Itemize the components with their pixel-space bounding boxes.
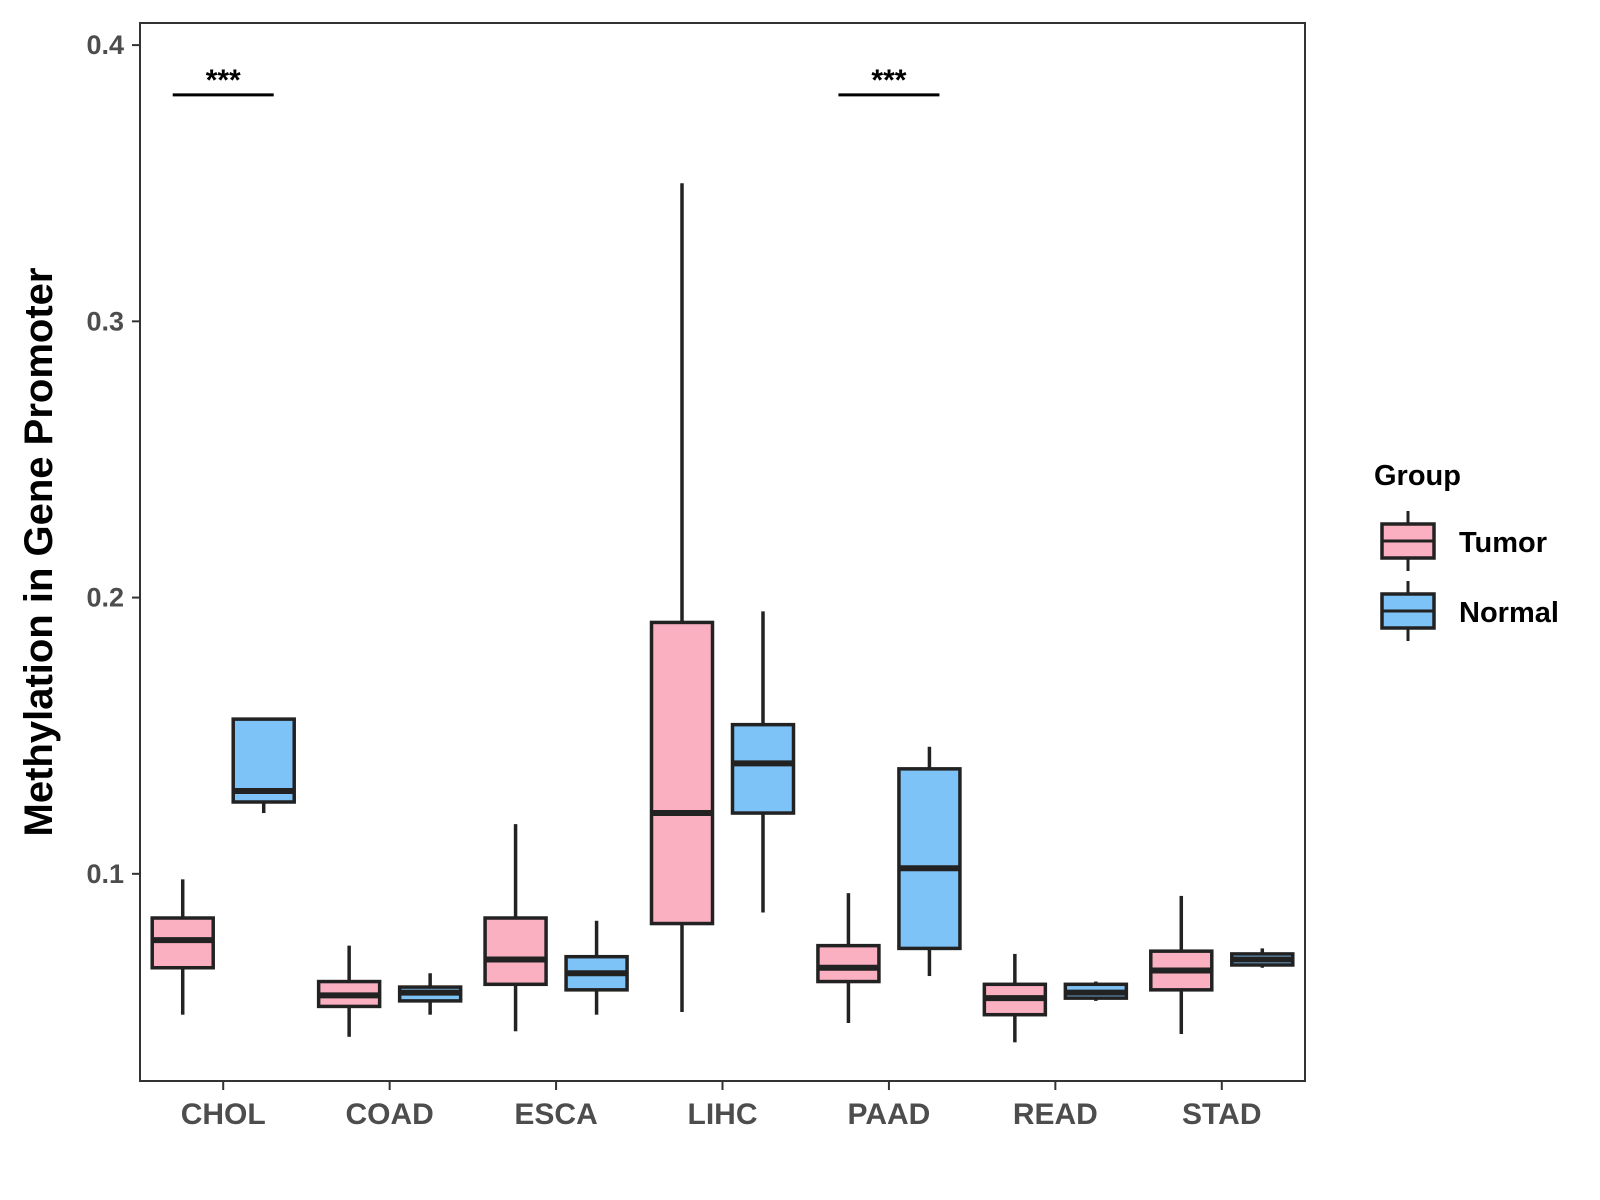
x-tick-label: READ [1013,1098,1098,1131]
legend-item-tumor: Tumor [1380,511,1547,571]
x-tick-label: ESCA [514,1098,597,1131]
plot-panel [139,22,1306,1082]
box-body [897,767,962,951]
box-tumor-esca [483,824,548,1032]
box-tumor-stad [1149,895,1214,1035]
box-body [649,620,715,926]
box-tumor-paad [816,893,881,1023]
y-axis: 0.1 0.2 0.3 0.4 [86,30,140,889]
legend-label: Tumor [1459,527,1547,559]
x-tick-label: COAD [345,1098,433,1131]
box-body [816,943,881,984]
x-tick-label: CHOL [181,1098,266,1131]
x-axis: CHOL COAD ESCA LIHC PAAD READ STAD [181,1081,1262,1131]
legend-item-normal: Normal [1380,581,1559,641]
y-tick-label: 0.2 [86,583,124,613]
y-tick-label: 0.3 [86,306,124,336]
box-tumor-read [982,953,1048,1043]
box-normal-stad [1230,948,1295,968]
legend-label: Normal [1459,597,1559,629]
x-tick-label: PAAD [848,1098,931,1131]
box-normal-lihc [730,611,796,913]
legend: Group Tumor Normal [1374,460,1559,641]
box-normal-chol [231,717,296,814]
significance-annotations: *** *** [172,64,940,97]
y-tick-label: 0.4 [86,30,124,60]
x-tick-label: LIHC [688,1098,758,1131]
box-normal-esca [564,920,629,1015]
significance-stars: *** [871,64,906,97]
boxes-layer [150,183,1295,1043]
significance-stars: *** [206,64,241,97]
box-tumor-lihc [649,183,715,1012]
significance-chol: *** [172,64,274,97]
box-tumor-chol [150,879,215,1015]
y-axis-title: Methylation in Gene Promoter [17,268,61,837]
y-tick-label: 0.1 [86,859,124,889]
box-tumor-coad [316,945,382,1037]
significance-paad: *** [838,64,940,97]
x-tick-label: STAD [1182,1098,1261,1131]
box-normal-read [1063,981,1129,1001]
box-normal-coad [397,973,463,1015]
box-body [483,916,548,987]
legend-title: Group [1374,460,1461,492]
box-body [730,722,796,815]
box-normal-paad [897,746,962,977]
